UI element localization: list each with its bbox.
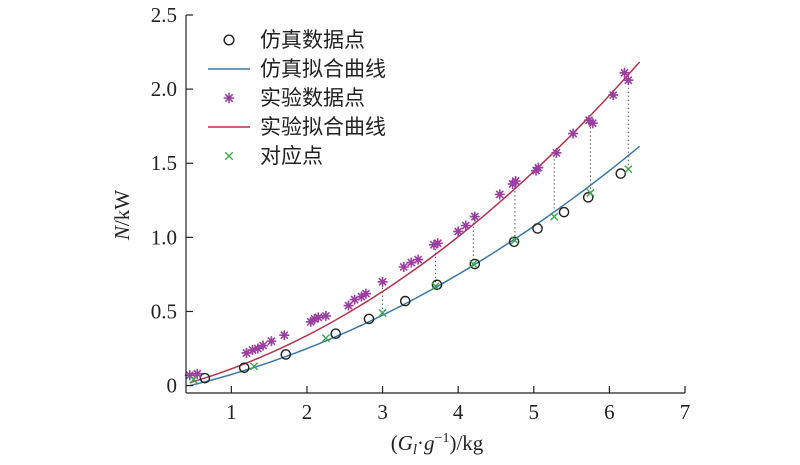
data-point-star — [551, 147, 562, 158]
plot-area — [184, 61, 641, 387]
data-point-star — [608, 90, 619, 101]
x-axis-title: (Gl·g−1)/kg — [391, 431, 484, 458]
x-tick-label: 3 — [377, 400, 388, 424]
data-point-circle — [469, 258, 481, 270]
legend-item: 仿真拟合曲线 — [208, 57, 386, 81]
data-point-circle — [582, 192, 594, 203]
legend-marker-swatch — [224, 151, 234, 161]
y-tick-label: 2.0 — [151, 77, 177, 101]
data-point-star — [192, 368, 203, 379]
data-point-star — [428, 239, 439, 250]
data-point-circle — [532, 223, 543, 234]
data-point-cross — [378, 308, 387, 318]
legend-label: 仿真拟合曲线 — [260, 57, 386, 81]
data-point-star — [258, 340, 269, 351]
y-tick-label: 2.5 — [151, 3, 177, 27]
data-point-cross — [249, 362, 259, 371]
legend-item: 仿真数据点 — [223, 28, 365, 52]
data-point-circle — [431, 279, 443, 291]
series-points-4 — [189, 165, 633, 384]
data-point-star — [360, 288, 371, 299]
data-point-cross — [469, 259, 478, 269]
legend-item: 实验数据点 — [223, 86, 365, 110]
data-point-star — [453, 226, 464, 237]
legend-label: 对应点 — [260, 144, 323, 168]
data-point-star — [356, 291, 367, 302]
data-point-star — [349, 294, 360, 305]
legend-marker-swatch — [223, 34, 235, 46]
data-point-cross — [510, 236, 519, 245]
data-point-circle — [280, 349, 292, 360]
data-point-cross — [624, 165, 633, 174]
legend-label: 实验拟合曲线 — [260, 115, 386, 139]
data-point-circle — [508, 236, 520, 248]
y-tick-label: 1.0 — [151, 225, 177, 249]
data-point-star — [494, 189, 505, 200]
series-points-2 — [184, 67, 634, 381]
y-tick-label: 1.5 — [151, 151, 177, 175]
data-point-star — [279, 330, 290, 341]
y-tick-label: 0.5 — [151, 299, 177, 323]
data-point-star — [460, 220, 471, 231]
data-point-cross — [550, 212, 559, 221]
data-point-star — [313, 312, 324, 323]
data-point-circle — [363, 313, 375, 325]
data-point-star — [406, 257, 417, 268]
x-tick-label: 4 — [453, 400, 464, 424]
data-point-star — [377, 276, 388, 287]
data-point-circle — [330, 328, 342, 340]
data-point-star — [533, 162, 544, 173]
data-point-circle — [399, 295, 411, 307]
axes: 1 2 3 4 5 6 7 0 0.5 1.0 1.5 2.0 2.5 — [151, 3, 691, 424]
data-point-star — [413, 254, 424, 265]
legend-label: 仿真数据点 — [260, 28, 365, 52]
series-curve-3 — [189, 61, 641, 384]
data-point-star — [398, 262, 409, 272]
y-tick-label: 0 — [167, 374, 178, 398]
x-tick-label: 2 — [302, 400, 313, 424]
data-point-star — [241, 347, 252, 358]
data-point-circle — [238, 362, 250, 374]
y-axis-title: N/kW — [110, 190, 134, 241]
data-point-star — [619, 67, 630, 78]
data-point-star — [432, 238, 443, 249]
legend-item: 实验拟合曲线 — [208, 115, 386, 139]
data-point-star — [320, 310, 331, 321]
x-tick-label: 7 — [680, 400, 691, 424]
series-curve-1 — [189, 145, 641, 387]
legend-item: 对应点 — [224, 144, 323, 168]
data-point-star — [343, 300, 354, 311]
data-point-star — [252, 343, 263, 354]
data-point-star — [568, 128, 579, 139]
data-point-cross — [321, 334, 330, 343]
data-point-star — [247, 345, 258, 356]
data-point-star — [623, 75, 634, 86]
data-point-cross — [189, 375, 198, 384]
data-point-circle — [558, 206, 570, 218]
data-point-star — [587, 118, 598, 129]
x-tick-label: 6 — [604, 400, 615, 424]
data-point-star — [469, 211, 480, 222]
data-point-cross — [431, 282, 440, 291]
data-point-star — [309, 313, 320, 324]
data-point-star — [266, 336, 277, 347]
x-tick-label: 5 — [529, 400, 540, 424]
data-point-star — [184, 370, 195, 381]
data-point-star — [510, 176, 521, 187]
data-point-circle — [615, 168, 627, 179]
x-tick-label: 1 — [226, 400, 237, 424]
legend-marker-swatch — [223, 92, 235, 104]
data-point-cross — [586, 188, 595, 197]
legend-label: 实验数据点 — [260, 86, 365, 110]
data-point-circle — [199, 372, 211, 384]
series-points-0 — [199, 168, 627, 384]
